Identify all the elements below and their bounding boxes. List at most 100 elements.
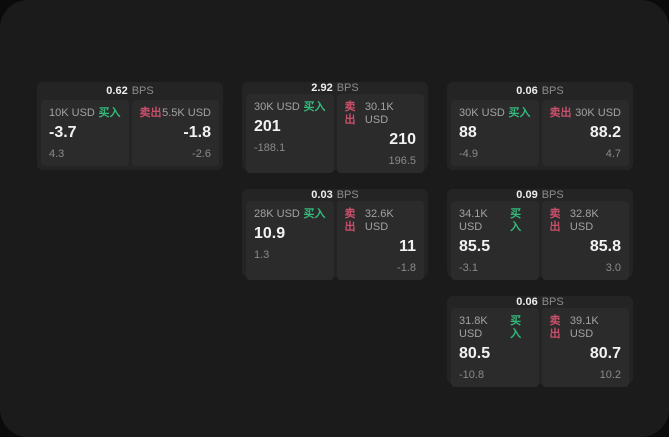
buy-amount: 34.1K USD [459, 208, 488, 233]
sell-side-label: 卖出 [344, 101, 356, 126]
sell-amount: 39.1K USD [569, 315, 599, 340]
sell-panel-top: 卖出 30K USD [550, 107, 622, 120]
buy-amount: 31.8K USD [459, 315, 488, 340]
sell-amount: 30K USD [575, 107, 621, 119]
buy-amount: 10K USD [49, 107, 95, 119]
buy-side-label: 买入 [303, 208, 326, 220]
buy-panel-top: 31.8K USD 买入 [459, 315, 531, 341]
sell-panel-top: 卖出 39.1K USD [550, 315, 622, 341]
quote-card: 2.92 BPS 30K USD 买入 201 -188.1 卖出 30.1K … [242, 82, 428, 173]
bps-unit-label: BPS [131, 85, 154, 97]
card-header: 0.62 BPS [37, 82, 223, 100]
quote-panels: 30K USD 买入 201 -188.1 卖出 30.1K USD 210 1… [242, 94, 428, 177]
buy-panel-top: 30K USD 买入 [459, 107, 531, 120]
buy-price: 85.5 [459, 238, 491, 255]
bps-unit-label: BPS [541, 189, 564, 201]
buy-price: 201 [254, 118, 281, 135]
buy-panel[interactable]: 30K USD 买入 88 -4.9 [451, 100, 539, 166]
card-header: 0.09 BPS [447, 189, 633, 201]
quote-card: 0.06 BPS 31.8K USD 买入 80.5 -10.8 卖出 39.1… [447, 296, 633, 387]
quote-card: 0.06 BPS 30K USD 买入 88 -4.9 卖出 30K USD 8… [447, 82, 633, 170]
buy-amount: 30K USD [254, 101, 300, 113]
buy-panel[interactable]: 34.1K USD 买入 85.5 -3.1 [451, 201, 539, 280]
sell-panel[interactable]: 卖出 32.6K USD 11 -1.8 [336, 201, 424, 280]
sell-price: 80.7 [589, 345, 621, 362]
quote-panels: 28K USD 买入 10.9 1.3 卖出 32.6K USD 11 -1.8 [242, 201, 428, 284]
quote-panels: 10K USD 买入 -3.7 4.3 卖出 5.5K USD -1.8 -2.… [37, 100, 223, 170]
sell-panel[interactable]: 卖出 30K USD 88.2 4.7 [541, 100, 629, 166]
quote-panels: 31.8K USD 买入 80.5 -10.8 卖出 39.1K USD 80.… [447, 308, 633, 391]
sell-panel[interactable]: 卖出 30.1K USD 210 196.5 [336, 94, 424, 173]
quote-card: 0.62 BPS 10K USD 买入 -3.7 4.3 卖出 5.5K USD… [37, 82, 223, 170]
bps-value: 2.92 [311, 82, 333, 94]
buy-side-label: 买入 [510, 315, 522, 340]
buy-panel-top: 30K USD 买入 [254, 101, 326, 114]
buy-panel-top: 34.1K USD 买入 [459, 208, 531, 234]
sell-amount: 32.6K USD [364, 208, 394, 233]
buy-side-label: 买入 [510, 208, 522, 233]
quote-card: 0.03 BPS 28K USD 买入 10.9 1.3 卖出 32.6K US… [242, 189, 428, 280]
bps-value: 0.62 [106, 85, 128, 97]
card-header: 0.03 BPS [242, 189, 428, 201]
sell-delta: 10.2 [599, 369, 621, 381]
sell-panel[interactable]: 卖出 32.8K USD 85.8 3.0 [541, 201, 629, 280]
buy-panel[interactable]: 28K USD 买入 10.9 1.3 [246, 201, 334, 280]
bps-unit-label: BPS [336, 82, 359, 94]
buy-price: 10.9 [254, 225, 286, 242]
card-header: 0.06 BPS [447, 296, 633, 308]
buy-delta: -4.9 [459, 148, 478, 160]
sell-delta: 4.7 [605, 148, 621, 160]
sell-side-label: 卖出 [549, 208, 561, 233]
sell-panel-top: 卖出 30.1K USD [345, 101, 417, 127]
bps-value: 0.09 [516, 189, 538, 201]
sell-delta: 3.0 [605, 262, 621, 274]
card-header: 2.92 BPS [242, 82, 428, 94]
buy-price: 88 [459, 124, 477, 141]
buy-panel[interactable]: 31.8K USD 买入 80.5 -10.8 [451, 308, 539, 387]
buy-delta: -3.1 [459, 262, 478, 274]
quote-panels: 34.1K USD 买入 85.5 -3.1 卖出 32.8K USD 85.8… [447, 201, 633, 284]
sell-panel-top: 卖出 5.5K USD [140, 107, 212, 120]
bps-value: 0.06 [516, 296, 538, 308]
sell-side-label: 卖出 [344, 208, 356, 233]
sell-price: 88.2 [589, 124, 621, 141]
sell-panel[interactable]: 卖出 5.5K USD -1.8 -2.6 [131, 100, 219, 166]
buy-panel[interactable]: 30K USD 买入 201 -188.1 [246, 94, 334, 173]
buy-side-label: 买入 [508, 107, 531, 119]
buy-delta: 1.3 [254, 249, 270, 261]
sell-panel-top: 卖出 32.6K USD [345, 208, 417, 234]
bps-unit-label: BPS [541, 85, 564, 97]
sell-side-label: 卖出 [549, 315, 561, 340]
sell-delta: -1.8 [397, 262, 416, 274]
bps-unit-label: BPS [336, 189, 359, 201]
buy-panel-top: 28K USD 买入 [254, 208, 326, 221]
quote-panels: 30K USD 买入 88 -4.9 卖出 30K USD 88.2 4.7 [447, 100, 633, 170]
sell-delta: -2.6 [192, 148, 211, 160]
sell-side-label: 卖出 [139, 107, 162, 119]
buy-price: 80.5 [459, 345, 491, 362]
buy-amount: 30K USD [459, 107, 505, 119]
buy-side-label: 买入 [303, 101, 326, 113]
sell-panel-top: 卖出 32.8K USD [550, 208, 622, 234]
sell-price: 85.8 [589, 238, 621, 255]
card-header: 0.06 BPS [447, 82, 633, 100]
buy-delta: -188.1 [254, 142, 286, 154]
buy-panel-top: 10K USD 买入 [49, 107, 121, 120]
buy-panel[interactable]: 10K USD 买入 -3.7 4.3 [41, 100, 129, 166]
sell-delta: 196.5 [388, 155, 416, 167]
sell-price: 210 [389, 131, 416, 148]
buy-amount: 28K USD [254, 208, 300, 220]
buy-price: -3.7 [49, 124, 77, 141]
bps-unit-label: BPS [541, 296, 564, 308]
bps-value: 0.03 [311, 189, 333, 201]
sell-side-label: 卖出 [549, 107, 572, 119]
quote-card: 0.09 BPS 34.1K USD 买入 85.5 -3.1 卖出 32.8K… [447, 189, 633, 280]
bps-value: 0.06 [516, 85, 538, 97]
buy-delta: -10.8 [459, 369, 485, 381]
sell-amount: 5.5K USD [162, 107, 211, 119]
cards-grid: 0.62 BPS 10K USD 买入 -3.7 4.3 卖出 5.5K USD… [37, 82, 633, 387]
buy-side-label: 买入 [98, 107, 121, 119]
sell-price: -1.8 [183, 124, 211, 141]
sell-panel[interactable]: 卖出 39.1K USD 80.7 10.2 [541, 308, 629, 387]
